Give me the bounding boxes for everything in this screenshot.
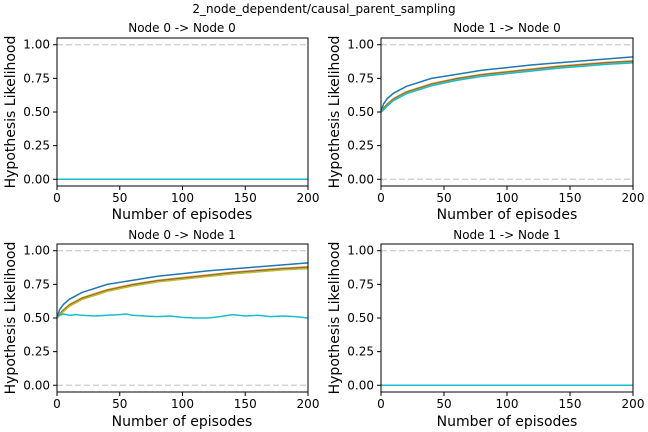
subplot-node1-to-node1: Node 1 -> Node 1 0 50 100 150 200 0.00 0.25 0.… <box>327 228 644 430</box>
x-tick-label: 50 <box>112 191 127 205</box>
x-tick-label: 100 <box>496 397 519 411</box>
x-tick-label: 0 <box>53 191 61 205</box>
x-tick-label: 150 <box>559 397 582 411</box>
y-tick-label: 1.00 <box>347 244 374 258</box>
subplot-title: Node 0 -> Node 1 <box>128 228 236 242</box>
y-tick-label: 0.00 <box>23 172 50 186</box>
subplot-title: Node 0 -> Node 0 <box>128 21 236 35</box>
x-tick-label: 50 <box>436 397 451 411</box>
subplot-title: Node 1 -> Node 0 <box>453 21 561 35</box>
x-tick-label: 200 <box>622 191 645 205</box>
subplot-node0-to-node1: Node 0 -> Node 1 0 50 100 150 200 0.00 0.25 0.… <box>3 228 319 430</box>
y-axis-label: Hypothesis Likelihood <box>3 36 19 189</box>
x-tick-label: 200 <box>297 191 320 205</box>
y-tick-label: 0.25 <box>347 345 374 359</box>
y-tick-label: 1.00 <box>347 38 374 52</box>
x-axis-label: Number of episodes <box>112 414 253 430</box>
x-tick-label: 100 <box>171 397 194 411</box>
x-tick-label: 50 <box>436 191 451 205</box>
y-tick-label: 0.50 <box>23 105 50 119</box>
x-tick-label: 0 <box>377 191 385 205</box>
x-tick-label: 200 <box>297 397 320 411</box>
y-tick-label: 1.00 <box>23 38 50 52</box>
y-tick-label: 0.75 <box>347 277 374 291</box>
y-tick-label: 0.75 <box>23 71 50 85</box>
y-axis-label: Hypothesis Likelihood <box>327 36 343 189</box>
subplot-title: Node 1 -> Node 1 <box>453 228 561 242</box>
y-tick-label: 0.75 <box>347 71 374 85</box>
x-tick-label: 150 <box>234 191 257 205</box>
figure-suptitle: 2_node_dependent/causal_parent_sampling <box>192 2 455 16</box>
y-tick-label: 0.00 <box>23 378 50 392</box>
x-tick-label: 100 <box>496 191 519 205</box>
x-tick-label: 0 <box>377 397 385 411</box>
y-tick-label: 0.00 <box>347 172 374 186</box>
y-axis-label: Hypothesis Likelihood <box>3 242 19 395</box>
x-tick-label: 150 <box>559 191 582 205</box>
y-tick-label: 0.75 <box>23 277 50 291</box>
series-line-5 <box>56 267 309 319</box>
y-tick-label: 0.25 <box>23 139 50 153</box>
y-axis-label: Hypothesis Likelihood <box>327 242 343 395</box>
x-tick-label: 50 <box>112 397 127 411</box>
x-axis-label: Number of episodes <box>112 207 253 223</box>
y-tick-label: 1.00 <box>23 244 50 258</box>
y-tick-label: 0.50 <box>347 105 374 119</box>
x-axis-label: Number of episodes <box>437 414 578 430</box>
x-tick-label: 0 <box>53 397 61 411</box>
y-tick-label: 0.50 <box>347 311 374 325</box>
x-axis-label: Number of episodes <box>437 207 578 223</box>
y-tick-label: 0.00 <box>347 378 374 392</box>
series-line-0 <box>380 56 634 113</box>
series-line-6 <box>380 62 634 113</box>
subplot-node1-to-node0: Node 1 -> Node 0 0 50 100 150 200 0.00 0.25 0.… <box>327 21 644 223</box>
x-tick-label: 150 <box>234 397 257 411</box>
x-tick-label: 100 <box>171 191 194 205</box>
y-tick-label: 0.50 <box>23 311 50 325</box>
y-tick-label: 0.25 <box>23 345 50 359</box>
series-line-0 <box>56 262 309 319</box>
x-tick-label: 200 <box>622 397 645 411</box>
y-tick-label: 0.25 <box>347 139 374 153</box>
series-line-6 <box>56 313 309 319</box>
subplot-node0-to-node0: Node 0 -> Node 0 0 50 100 150 200 0.00 0.25 0.… <box>3 21 319 223</box>
